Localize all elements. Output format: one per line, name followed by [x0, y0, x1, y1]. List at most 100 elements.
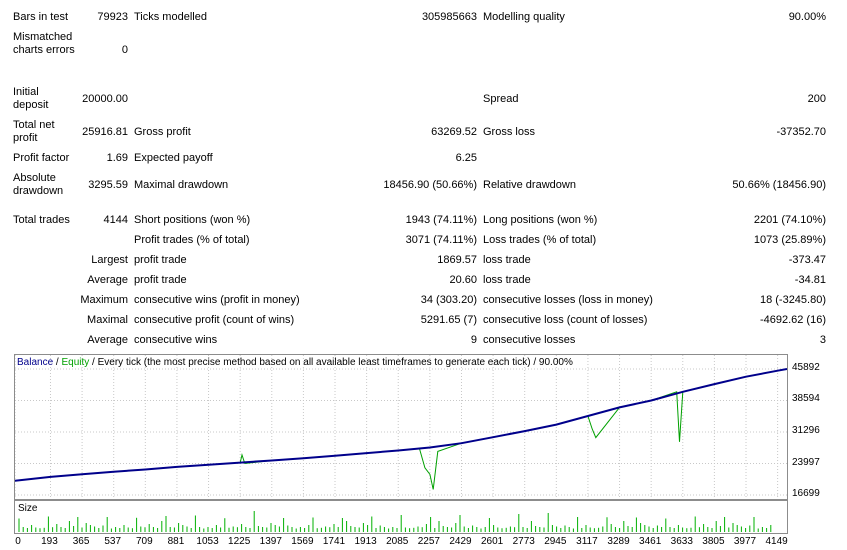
total-trades-label: Total trades	[13, 214, 70, 226]
expected-payoff-label: Expected payoff	[134, 152, 213, 164]
x-tick-label: 709	[135, 536, 153, 547]
y-tick-label: 16699	[792, 488, 820, 499]
maximum-profit-value: 34 (303.20)	[420, 294, 477, 306]
x-tick-label: 3461	[639, 536, 662, 547]
x-tick-label: 2945	[544, 536, 567, 547]
x-tick-label: 3289	[607, 536, 630, 547]
x-tick-label: 1225	[228, 536, 251, 547]
absolute-drawdown-label: Absolute drawdown	[13, 172, 64, 197]
profit-trades-value: 3071 (74.11%)	[405, 234, 477, 246]
average-consec-profit-value: 9	[470, 334, 477, 346]
largest-loss-value: -373.47	[788, 254, 826, 266]
x-tick-label: 2257	[417, 536, 440, 547]
expected-payoff-value: 6.25	[455, 152, 477, 164]
ticks-modelled-label: Ticks modelled	[134, 11, 207, 23]
spread-value: 200	[807, 93, 826, 105]
x-tick-label: 2429	[449, 536, 472, 547]
total-net-profit-label: Total net profit	[13, 119, 55, 144]
maximal-loss-label: consecutive loss (count of losses)	[483, 314, 648, 326]
maximum-loss-value: 18 (-3245.80)	[759, 294, 826, 306]
loss-trades-label: Loss trades (% of total)	[483, 234, 597, 246]
y-tick-label: 31296	[792, 424, 820, 436]
average-label: Average	[87, 274, 128, 286]
relative-drawdown-label: Relative drawdown	[483, 179, 576, 191]
size-panel	[14, 500, 788, 534]
legend-balance: Balance	[17, 357, 54, 368]
x-tick-label: 2773	[512, 536, 535, 547]
x-tick-label: 2601	[480, 536, 504, 547]
total-trades-value: 4144	[103, 214, 128, 226]
maximal-profit-label: consecutive profit (count of wins)	[134, 314, 295, 326]
maximal-drawdown-value: 18456.90 (50.66%)	[383, 179, 477, 191]
modelling-quality-value: 90.00%	[788, 11, 826, 23]
largest-profit-value: 1869.57	[437, 254, 477, 266]
maximal-label: Maximal	[87, 314, 128, 326]
legend-separator: /	[53, 357, 62, 368]
mismatched-value: 0	[121, 44, 128, 56]
average-consec-profit-label: consecutive wins	[134, 334, 218, 346]
gross-loss-label: Gross loss	[483, 126, 535, 138]
size-label: Size	[18, 503, 38, 514]
x-tick-label: 1397	[259, 536, 282, 547]
maximal-profit-value: 5291.65 (7)	[420, 314, 477, 326]
spread-label: Spread	[483, 93, 519, 105]
x-tick-label: 881	[167, 536, 185, 547]
x-tick-label: 1913	[354, 536, 377, 547]
profit-factor-label: Profit factor	[13, 152, 70, 164]
maximum-loss-label: consecutive losses (loss in money)	[483, 294, 653, 306]
bars-in-test-value: 79923	[97, 11, 128, 23]
x-tick-label: 365	[72, 536, 90, 547]
gross-loss-value: -37352.70	[776, 126, 826, 138]
profit-factor-value: 1.69	[106, 152, 128, 164]
x-tick-label: 193	[41, 536, 58, 547]
x-tick-label: 0	[15, 536, 21, 547]
legend-equity: Equity	[61, 357, 90, 368]
y-tick-label: 45892	[792, 362, 820, 373]
x-tick-label: 1741	[322, 536, 346, 547]
chart-legend: Balance / Equity / Every tick (the most …	[17, 357, 573, 368]
average-consec-loss-label: consecutive losses	[483, 334, 576, 346]
ticks-modelled-value: 305985663	[421, 11, 477, 23]
x-tick-label: 3633	[670, 536, 693, 547]
bars-in-test-label: Bars in test	[13, 11, 69, 23]
profit-trades-label: Profit trades (% of total)	[134, 234, 250, 246]
average-profit-label: profit trade	[134, 274, 187, 286]
x-tick-label: 537	[104, 536, 122, 547]
average-loss-label: loss trade	[483, 274, 531, 286]
maximum-profit-label: consecutive wins (profit in money)	[134, 294, 300, 306]
gross-profit-label: Gross profit	[134, 126, 191, 138]
long-positions-value: 2201 (74.10%)	[753, 214, 826, 226]
size-plot	[18, 511, 772, 532]
chart-plot	[15, 355, 787, 499]
maximum-label: Maximum	[80, 294, 128, 306]
series-balance-line	[15, 368, 787, 482]
modelling-quality-label: Modelling quality	[483, 11, 565, 23]
largest-loss-label: loss trade	[483, 254, 531, 266]
average-profit-value: 20.60	[449, 274, 477, 286]
x-tick-label: 4149	[765, 536, 788, 547]
initial-deposit-label: Initial deposit	[13, 86, 49, 111]
long-positions-label: Long positions (won %)	[483, 214, 598, 226]
initial-deposit-value: 20000.00	[82, 93, 128, 105]
relative-drawdown-value: 50.66% (18456.90)	[732, 179, 826, 191]
mismatched-label: Mismatched charts errors	[13, 31, 75, 56]
y-tick-label: 38594	[792, 393, 820, 405]
short-positions-value: 1943 (74.11%)	[405, 214, 477, 226]
x-tick-label: 1053	[196, 536, 219, 547]
loss-trades-value: 1073 (25.89%)	[753, 234, 826, 246]
x-tick-label: 3117	[576, 536, 598, 547]
total-net-profit-value: 25916.81	[82, 126, 128, 138]
maximal-drawdown-label: Maximal drawdown	[134, 179, 229, 191]
y-tick-label: 23997	[792, 456, 820, 468]
gross-profit-value: 63269.52	[431, 126, 477, 138]
x-tick-label: 3805	[702, 536, 725, 547]
x-tick-label: 3977	[733, 536, 757, 547]
average-consec-label: Average	[87, 334, 128, 346]
maximal-loss-value: -4692.62 (16)	[759, 314, 826, 326]
balance-equity-chart	[14, 354, 788, 500]
average-consec-loss-value: 3	[819, 334, 826, 346]
absolute-drawdown-value: 3295.59	[88, 179, 128, 191]
x-tick-label: 2085	[386, 536, 409, 547]
short-positions-label: Short positions (won %)	[134, 214, 251, 226]
average-loss-value: -34.81	[794, 274, 826, 286]
